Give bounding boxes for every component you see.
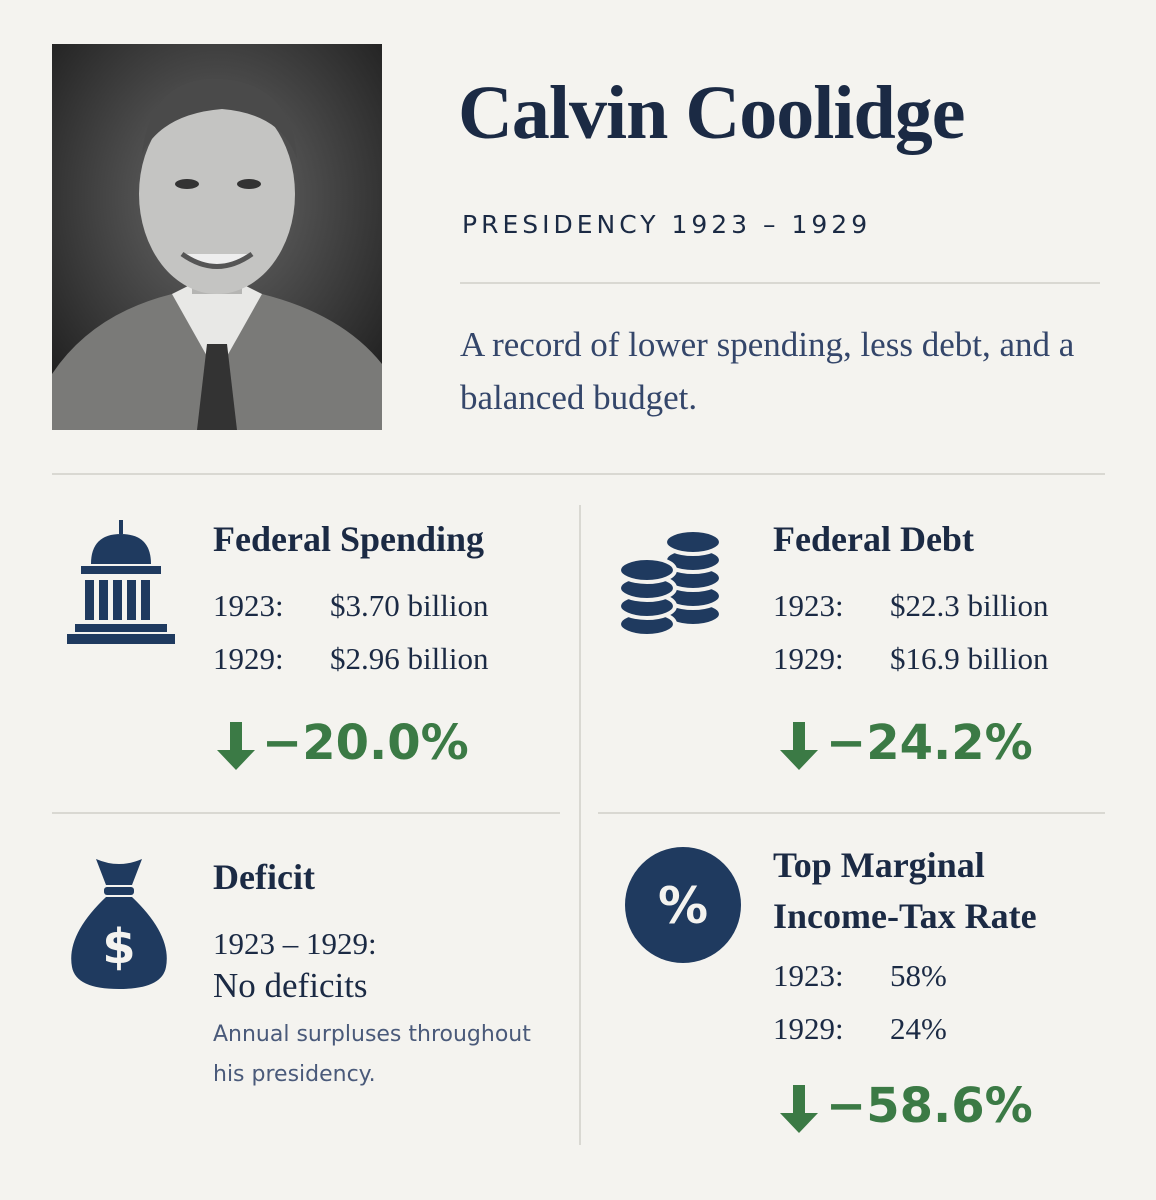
- row-value: 58%: [890, 958, 947, 993]
- down-arrow: [780, 722, 818, 770]
- change: −24.2%: [826, 715, 1033, 771]
- svg-text:$: $: [102, 919, 135, 975]
- note: Annual surpluses throughout his presiden…: [213, 1022, 531, 1087]
- card-title: Federal Spending: [213, 519, 485, 559]
- row-value: $22.3 billion: [890, 588, 1049, 623]
- row-label: 1929:: [213, 641, 284, 676]
- row-label: 1923:: [213, 588, 284, 623]
- change: −58.6%: [826, 1078, 1033, 1134]
- row-value: $2.96 billion: [330, 641, 489, 676]
- portrait: [52, 44, 382, 430]
- divider: [460, 282, 1100, 284]
- period: 1923 – 1929:: [213, 926, 377, 961]
- divider: [579, 505, 581, 1145]
- row-label: 1929:: [773, 1011, 844, 1046]
- svg-text:%: %: [658, 877, 708, 935]
- subtitle: PRESIDENCY 1923 – 1929: [462, 210, 872, 239]
- down-arrow: [217, 722, 255, 770]
- row-value: $3.70 billion: [330, 588, 489, 623]
- row-label: 1929:: [773, 641, 844, 676]
- divider: [598, 812, 1105, 814]
- coins-icon: [617, 528, 723, 638]
- card-title: Top Marginal Income-Tax Rate: [773, 845, 1037, 936]
- down-arrow: [780, 1085, 818, 1133]
- row-value: $16.9 billion: [890, 641, 1049, 676]
- row-label: 1923:: [773, 588, 844, 623]
- capitol-icon: [67, 520, 175, 644]
- row-value: 24%: [890, 1011, 947, 1046]
- name: Calvin Coolidge: [458, 71, 965, 155]
- percent-icon: %: [625, 847, 741, 963]
- tagline: A record of lower spending, less debt, a…: [460, 325, 1075, 417]
- result: No deficits: [213, 966, 368, 1005]
- card-title: Deficit: [213, 857, 315, 897]
- divider: [52, 473, 1105, 475]
- row-label: 1923:: [773, 958, 844, 993]
- money-bag-icon: $: [71, 859, 167, 989]
- change: −20.0%: [262, 715, 469, 771]
- card-title: Federal Debt: [773, 519, 974, 559]
- divider: [52, 812, 560, 814]
